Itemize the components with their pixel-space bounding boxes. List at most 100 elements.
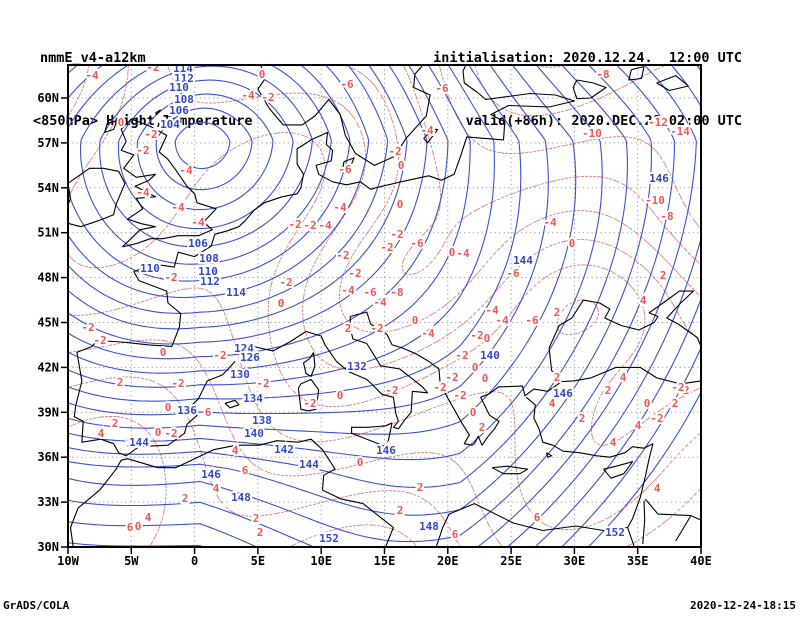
temp-label: -2 xyxy=(303,219,316,232)
header-left: nmmE_v4-a12km <850hPa> Height,Temperatur… xyxy=(33,6,252,153)
temp-label: 0 xyxy=(357,456,364,469)
height-label: 110 xyxy=(140,262,160,275)
height-contour-118 xyxy=(68,65,370,299)
height-label: 146 xyxy=(553,387,573,400)
temp-label: -2 xyxy=(470,329,483,342)
height-contour-130 xyxy=(68,65,495,388)
temp-label: 0 xyxy=(412,314,419,327)
height-contour-114 xyxy=(80,65,332,265)
lon-tick-label: 0 xyxy=(191,554,198,568)
temp-label: -4 xyxy=(333,201,347,214)
lon-tick-label: 15E xyxy=(374,554,396,568)
lat-tick-label: 45N xyxy=(37,316,59,330)
temp-label: 6 xyxy=(127,521,134,534)
temp-label: 4 xyxy=(640,294,647,307)
temp-label: 0 xyxy=(470,406,477,419)
height-contour-122 xyxy=(68,65,408,330)
temp-label: -4 xyxy=(543,216,557,229)
temp-label: -2 xyxy=(385,384,398,397)
height-label: 112 xyxy=(200,275,220,288)
height-contour-146 xyxy=(68,65,697,547)
lat-tick-label: 39N xyxy=(37,405,59,419)
coastlines xyxy=(68,65,701,547)
height-contour-136 xyxy=(68,65,577,435)
temp-label: 2 xyxy=(253,512,260,525)
temp-label: -4 xyxy=(421,327,435,340)
temp-label: -2 xyxy=(146,61,159,74)
temp-label: 2 xyxy=(257,526,264,539)
temp-label: -6 xyxy=(435,82,449,95)
height-label: 142 xyxy=(274,443,294,456)
coastline-segment xyxy=(690,515,701,521)
height-contour-128 xyxy=(68,65,471,374)
temp-label: 2 xyxy=(117,376,124,389)
temp-label: -12 xyxy=(648,116,668,129)
chart-title: <850hPa> Height,Temperature xyxy=(33,113,253,129)
temp-label: 2 xyxy=(554,306,561,319)
temp-label: -4 xyxy=(456,247,470,260)
init-time: initialisation: 2020.12.24. 12:00 UTC xyxy=(433,50,742,66)
temp-label: -2 xyxy=(93,334,106,347)
height-contour-138 xyxy=(68,65,603,461)
temp-label: 0 xyxy=(449,246,456,259)
temp-label: 2 xyxy=(127,437,134,450)
temp-label: 0 xyxy=(398,159,405,172)
temp-label: -8 xyxy=(596,68,609,81)
height-label: 148 xyxy=(231,491,251,504)
coastline-segment xyxy=(628,66,645,81)
temp-label: -2 xyxy=(445,371,458,384)
temp-label: -2 xyxy=(336,249,349,262)
height-contour-108 xyxy=(136,93,274,211)
temp-label: -2 xyxy=(676,384,689,397)
temp-label: -8 xyxy=(660,210,673,223)
temp-label: 4 xyxy=(145,511,152,524)
temp-label: 2 xyxy=(345,322,352,335)
coastline-segment xyxy=(603,461,634,479)
coastline-segment xyxy=(234,311,563,446)
height-label: 146 xyxy=(201,468,221,481)
coastline-segment xyxy=(435,396,654,547)
height-contour-132 xyxy=(68,65,522,402)
height-contour-104 xyxy=(174,121,231,170)
lat-tick-label: 51N xyxy=(37,226,59,240)
contour-labels: -2-4 00-2-2-4-4-4-4-4 -2-6 -6-4-20-6-4 0-2 -2… xyxy=(79,61,692,547)
temp-label: -2 xyxy=(213,349,226,362)
lat-tick-label: 60N xyxy=(37,91,59,105)
lon-tick-label: 25E xyxy=(500,554,522,568)
temp-label: -2 xyxy=(671,381,684,394)
height-label: 104 xyxy=(160,118,180,131)
coastline-segment xyxy=(177,89,183,98)
temp-label: 0 xyxy=(644,397,651,410)
coastline-segment xyxy=(297,378,320,412)
height-label: 108 xyxy=(174,93,194,106)
height-contour-140 xyxy=(68,65,628,488)
temp-label: -4 xyxy=(85,69,99,82)
temp-label: -4 xyxy=(171,201,185,214)
temp-label: 4 xyxy=(232,444,239,457)
height-label: 146 xyxy=(376,444,396,457)
temp-label: -6 xyxy=(410,237,424,250)
coastline-segment xyxy=(545,452,553,458)
height-label: 114 xyxy=(173,62,193,75)
temp-label: 0 xyxy=(472,361,479,374)
temp-label: 2 xyxy=(479,421,486,434)
height-contour-112 xyxy=(99,65,313,248)
height-contour-152 xyxy=(560,346,701,547)
temp-label: 2 xyxy=(605,384,612,397)
lat-tick-label: 54N xyxy=(37,181,59,195)
height-label: 148 xyxy=(419,520,439,533)
height-label: 152 xyxy=(605,526,625,539)
temp-label: -2 xyxy=(164,271,177,284)
grads-credit: GrADS/COLA xyxy=(3,599,70,612)
coastline-segment xyxy=(342,157,355,169)
height-label: 144 xyxy=(129,436,149,449)
temp-label: 2 xyxy=(672,397,679,410)
coastline-segment xyxy=(491,465,529,475)
height-label: 112 xyxy=(174,72,194,85)
coastline-segment xyxy=(561,366,701,385)
temp-label: -2 xyxy=(164,427,177,440)
temp-label: -6 xyxy=(340,78,354,91)
temp-label: -6 xyxy=(363,286,377,299)
